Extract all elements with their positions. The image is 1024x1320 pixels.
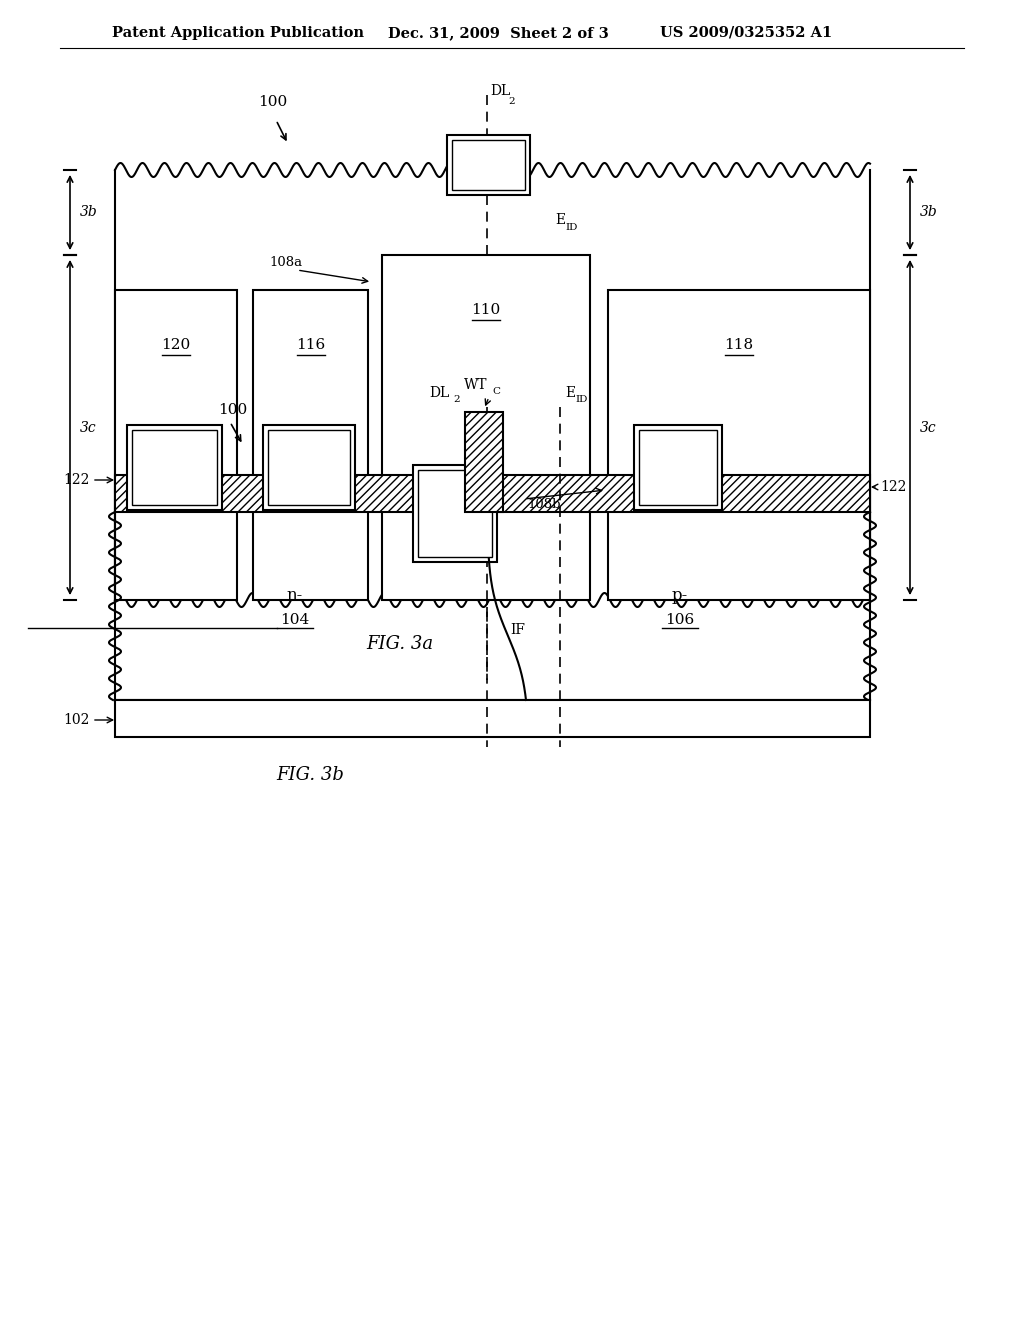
Text: 2: 2 [453,396,460,404]
Text: p-: p- [672,586,688,603]
Text: BG: BG [151,459,171,473]
Bar [132,430,217,506]
Text: 100: 100 [258,95,288,110]
Bar [127,425,222,510]
Text: ID: ID [565,223,578,231]
Bar [115,700,870,737]
Text: 116: 116 [296,338,326,352]
Text: 108a: 108a [269,256,302,268]
Bar [115,475,870,512]
Text: C: C [186,469,195,477]
Bar [115,290,237,601]
Text: Dec. 31, 2009  Sheet 2 of 3: Dec. 31, 2009 Sheet 2 of 3 [388,26,608,40]
Bar [268,430,350,506]
Text: DL: DL [430,385,450,400]
Text: 120: 120 [162,338,190,352]
Text: FIG. 3b: FIG. 3b [276,766,344,784]
Text: DL: DL [490,84,510,98]
Bar [382,255,590,601]
Text: D: D [666,459,677,474]
Text: 100: 100 [218,403,247,417]
Bar [447,135,530,195]
Text: 3c: 3c [80,421,96,434]
Bar [413,465,497,562]
Text: FIG. 3a: FIG. 3a [367,635,433,653]
Text: 104: 104 [281,612,309,627]
Bar [253,290,368,601]
Text: WT: WT [463,157,486,172]
Bar [452,140,525,190]
Text: S: S [299,459,308,474]
Text: E: E [555,213,565,227]
Text: C: C [685,469,693,477]
Text: WT: WT [464,378,487,392]
Text: ID: ID [575,396,588,404]
Bar [465,412,503,512]
Text: 122: 122 [880,480,906,494]
Bar [639,430,717,506]
Text: n-: n- [287,586,303,603]
Bar [465,475,503,512]
Text: G: G [442,506,454,520]
Text: 118: 118 [724,338,754,352]
Text: 106: 106 [666,612,694,627]
Bar [608,290,870,601]
Text: 102: 102 [63,713,90,727]
Text: 108b: 108b [527,499,560,511]
Bar [634,425,722,510]
Text: 122: 122 [63,473,90,487]
Text: 2: 2 [508,96,515,106]
Bar [418,470,492,557]
Text: IF: IF [510,623,525,638]
Text: 3c: 3c [920,421,937,434]
Text: 110: 110 [471,304,501,317]
Text: C: C [461,513,469,523]
Text: C: C [496,165,504,174]
Text: C: C [315,469,323,477]
Text: E: E [565,385,575,400]
Text: Patent Application Publication: Patent Application Publication [112,26,364,40]
Bar [263,425,355,510]
Text: 3b: 3b [920,206,938,219]
Text: C: C [492,387,500,396]
Text: US 2009/0325352 A1: US 2009/0325352 A1 [660,26,833,40]
Text: 3b: 3b [80,206,97,219]
